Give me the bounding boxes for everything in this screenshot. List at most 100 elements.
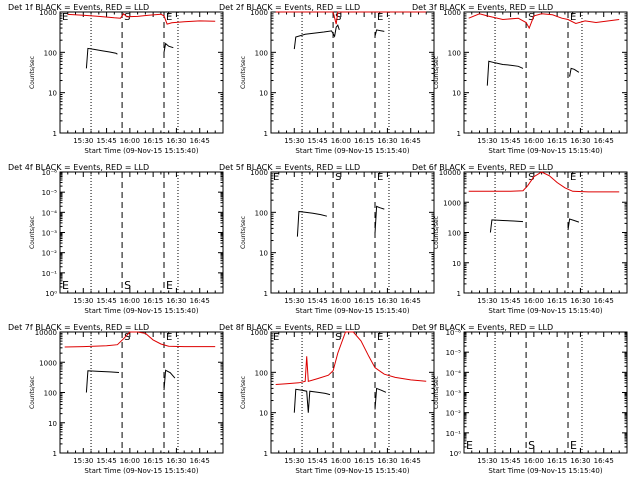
panel-det-2: Det 2f BLACK = Events, RED = LLD 1 10 100 10… (219, 3, 435, 155)
panel-title: Det 7f BLACK = Events, RED = LLD (8, 323, 149, 332)
x-tick-label: 15:30 (284, 137, 304, 145)
x-tick-label: 15:30 (284, 457, 304, 465)
marker-label: E (377, 12, 383, 23)
marker-label: E (377, 172, 383, 183)
y-tick-label: 100 (255, 369, 268, 377)
plot-frame (463, 331, 628, 454)
x-tick-label: 16:45 (401, 457, 421, 465)
y-tick-label: 100 (44, 390, 57, 398)
x-tick-label: 16:30 (377, 297, 397, 305)
marker-label: S (124, 332, 130, 343)
series-black-events (85, 47, 118, 69)
marker-label: E (570, 12, 576, 23)
panel-title: Det 5f BLACK = Events, RED = LLD (219, 163, 360, 172)
plot-frame (59, 331, 224, 454)
x-tick-label: 15:30 (73, 457, 93, 465)
y-tick-label: 10 (452, 260, 461, 268)
x-tick-label: 15:30 (477, 457, 497, 465)
panel-det-5: Det 5f BLACK = Events, RED = LLD 1 10 100 10… (219, 163, 435, 315)
x-tick-label: 16:00 (331, 297, 351, 305)
plot-frame (270, 11, 435, 134)
y-tick-label: 100 (255, 209, 268, 217)
x-tick-label: 15:30 (477, 137, 497, 145)
x-tick-label: 16:00 (331, 137, 351, 145)
series-black-events (374, 387, 387, 410)
y-tick-label: 10000 (35, 329, 57, 337)
marker-label: S (335, 332, 341, 343)
y-tick-label: 10⁻⁵ (446, 349, 462, 357)
y-axis-label: Counts/sec (433, 376, 440, 409)
x-tick-label: 16:30 (570, 457, 590, 465)
panel-det-4: Det 4f BLACK = Events, RED = LLD 10⁰ 10⁻¹ 1… (8, 163, 224, 315)
x-tick-label: 16:30 (377, 137, 397, 145)
x-axis-label: Start Time (09-Nov-15 15:15:40) (295, 147, 409, 155)
panel-det-7: Det 7f BLACK = Events, RED = LLD 1 10 100 10… (8, 323, 224, 475)
x-tick-label: 15:45 (500, 137, 520, 145)
marker-label: S (124, 279, 131, 292)
y-tick-label: 10⁻⁴ (446, 369, 462, 377)
series-red-lld (67, 13, 216, 25)
x-tick-label: 16:45 (190, 297, 210, 305)
marker-label: E (166, 279, 173, 292)
y-tick-label: 10 (48, 90, 57, 98)
plot-frame (463, 11, 628, 134)
x-tick-label: 15:45 (307, 297, 327, 305)
series-black-events (293, 24, 340, 50)
plot-frame (270, 171, 435, 294)
x-tick-label: 16:15 (143, 297, 163, 305)
y-tick-label: 10⁻² (446, 410, 462, 418)
x-tick-label: 16:00 (120, 457, 140, 465)
y-tick-label: 1000 (250, 329, 268, 337)
marker-label: E (166, 12, 172, 23)
x-tick-label: 16:30 (166, 297, 186, 305)
y-tick-label: 1 (264, 450, 268, 458)
plot-frame (59, 171, 224, 294)
series-black-events (163, 42, 174, 53)
y-tick-label: 10 (259, 250, 268, 258)
panel-det-8: Det 8f BLACK = Events, RED = LLD 1 10 100 10… (219, 323, 435, 475)
x-axis-label: Start Time (09-Nov-15 15:15:40) (295, 467, 409, 475)
series-black-events (85, 370, 120, 393)
series-black-events (567, 218, 580, 231)
y-tick-label: 1000 (443, 9, 461, 17)
x-tick-label: 16:30 (166, 137, 186, 145)
x-tick-label: 15:30 (73, 137, 93, 145)
x-tick-label: 16:00 (524, 457, 544, 465)
panel-title: Det 8f BLACK = Events, RED = LLD (219, 323, 360, 332)
y-axis-label: Counts/sec (433, 56, 440, 89)
x-tick-label: 16:15 (354, 457, 374, 465)
x-tick-label: 16:30 (166, 457, 186, 465)
y-axis-label: Counts/sec (29, 216, 36, 249)
series-black-events (163, 369, 176, 391)
y-tick-label: 10⁻⁴ (42, 209, 58, 217)
y-tick-label: 10⁻⁵ (42, 189, 58, 197)
marker-label: E (570, 172, 576, 183)
marker-label: E (273, 332, 279, 343)
series-red-lld (468, 13, 620, 30)
x-tick-label: 15:30 (284, 297, 304, 305)
marker-label: S (124, 12, 130, 23)
y-axis-label: Counts/sec (240, 376, 247, 409)
x-tick-label: 16:45 (401, 297, 421, 305)
y-axis-label: Counts/sec (240, 216, 247, 249)
series-black-events (486, 60, 524, 86)
x-tick-label: 16:15 (547, 137, 567, 145)
y-tick-label: 1000 (250, 9, 268, 17)
panel-det-1: Det 1f BLACK = Events, RED = LLD 1 10 100 10… (8, 3, 224, 155)
y-tick-label: 1 (53, 450, 57, 458)
panel-title: Det 9f BLACK = Events, RED = LLD (412, 323, 553, 332)
x-tick-label: 16:00 (120, 137, 140, 145)
series-black-events (296, 210, 328, 237)
marker-label: S (528, 12, 534, 23)
x-tick-label: 15:30 (477, 297, 497, 305)
y-tick-label: 10⁻³ (446, 390, 462, 398)
series-black-events (569, 67, 580, 77)
x-tick-label: 15:45 (96, 137, 116, 145)
x-axis-label: Start Time (09-Nov-15 15:15:40) (84, 147, 198, 155)
y-axis-label: Counts/sec (240, 56, 247, 89)
x-tick-label: 16:15 (143, 137, 163, 145)
series-red-lld (64, 331, 216, 348)
x-tick-label: 16:45 (401, 137, 421, 145)
panel-det-9: Det 9f BLACK = Events, RED = LLD 10⁰ 10⁻¹ 1… (412, 323, 628, 475)
